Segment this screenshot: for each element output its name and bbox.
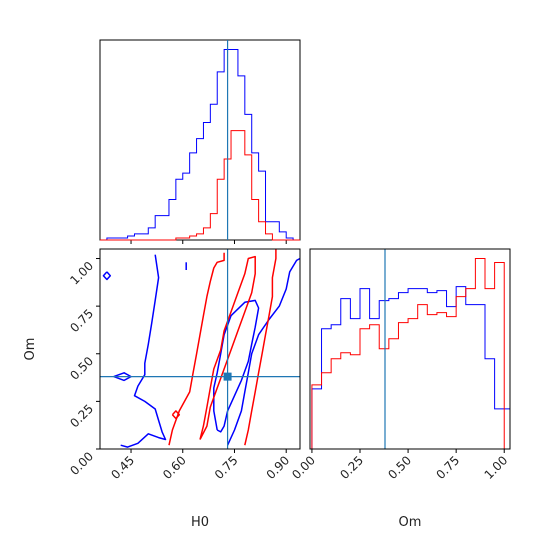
om-axis-label: Om	[23, 338, 38, 361]
om-x-tick-label-4: 1.00	[482, 453, 511, 482]
joint-y-tick-label-2: 0.50	[67, 354, 96, 383]
om-marginal-panel: 0.00 0.25 0.50 0.75 1.00 Om	[289, 248, 511, 530]
histogram-series-0	[311, 286, 511, 449]
h0-marginal-panel	[99, 39, 301, 244]
joint-x-tick-label-0: 0.45	[108, 453, 137, 482]
joint-y-tick-label-4: 1.00	[67, 259, 96, 288]
contour-1	[226, 257, 301, 446]
contour-6	[168, 252, 225, 446]
contour-8	[199, 255, 256, 440]
om-x-tick-label-1: 0.25	[337, 453, 366, 482]
h0-marginal-frame	[99, 39, 301, 241]
joint-panel: 0.45 0.60 0.75 0.90 0.00 0.25 0.50 0.75 1.00 H0…	[23, 248, 301, 530]
joint-y-tick-label-1: 0.25	[67, 402, 96, 431]
om-x-tick-label-3: 0.75	[433, 453, 462, 482]
joint-x-tick-label-1: 0.60	[160, 453, 189, 482]
histogram-series-1	[100, 130, 300, 241]
contour-9	[171, 410, 181, 420]
h0-axis-label: H0	[191, 515, 209, 530]
joint-x-tick-label-2: 0.75	[212, 453, 241, 482]
joint-contours	[102, 249, 301, 448]
om-marginal-histograms	[311, 258, 511, 450]
om-marginal-axis-label: Om	[399, 515, 422, 530]
joint-frame	[99, 248, 301, 450]
joint-y-ticks: 0.00 0.25 0.50 0.75 1.00	[67, 258, 100, 478]
contour-7	[244, 249, 277, 446]
joint-x-ticks: 0.45 0.60 0.75 0.90	[108, 449, 292, 482]
joint-truth-marker	[223, 372, 232, 381]
joint-y-tick-label-3: 0.75	[67, 306, 96, 335]
histogram-series-0	[100, 49, 300, 241]
contour-3	[102, 271, 112, 281]
om-x-tick-label-2: 0.50	[385, 453, 414, 482]
om-x-tick-label-0: 0.00	[289, 453, 318, 482]
h0-marginal-ticks	[130, 240, 287, 244]
om-marginal-x-ticks: 0.00 0.25 0.50 0.75 1.00	[289, 449, 510, 482]
om-marginal-frame	[309, 248, 511, 450]
histogram-series-1	[311, 258, 510, 450]
h0-marginal-histograms	[100, 49, 300, 241]
joint-x-tick-label-3: 0.90	[264, 453, 293, 482]
joint-y-tick-label-0: 0.00	[67, 449, 96, 478]
contour-0	[120, 254, 167, 448]
